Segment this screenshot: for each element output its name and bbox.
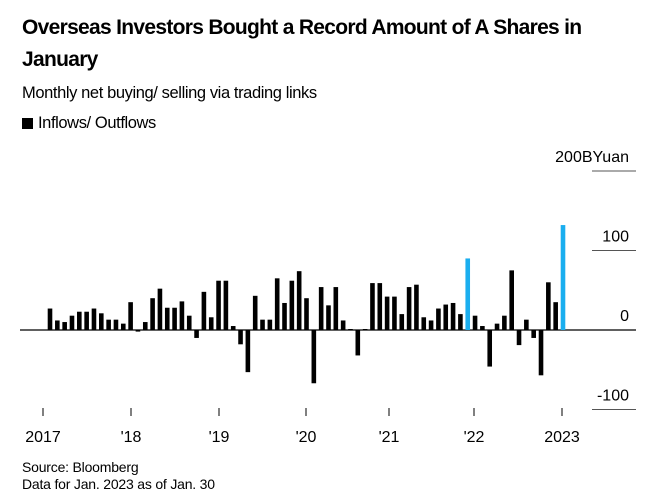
bar-2019-05	[238, 330, 243, 345]
bar-2017-08	[84, 311, 89, 330]
bar-2022-10	[538, 330, 544, 376]
bar-2022-01	[472, 315, 478, 330]
bar-2022-07	[516, 330, 522, 346]
bar-2019-01	[208, 317, 214, 330]
bar-2020-11	[370, 283, 375, 330]
bar-2021-10	[450, 302, 456, 330]
legend-swatch	[22, 118, 33, 129]
y-tick-label: 0	[620, 308, 629, 325]
bar-2017-04	[55, 320, 60, 330]
bar-2018-06	[157, 288, 163, 330]
bar-2019-07	[252, 295, 258, 330]
bar-2022-09	[531, 330, 536, 338]
bar-2017-09	[91, 308, 97, 330]
bar-2021-07	[428, 320, 434, 330]
bar-2022-06	[509, 270, 514, 330]
bar-2017-05	[62, 322, 67, 330]
bar-2020-10	[362, 329, 368, 330]
bar-2017-07	[77, 311, 82, 330]
bar-2017-10	[99, 313, 104, 330]
bar-2018-01	[120, 323, 126, 330]
bar-2021-05	[414, 284, 419, 330]
bar-2018-05	[150, 298, 155, 330]
bar-2021-02	[392, 296, 397, 330]
gridlines	[20, 170, 636, 410]
x-tick-label: '22	[464, 429, 485, 446]
bar-2018-07	[164, 307, 170, 330]
bar-2019-09	[267, 319, 273, 330]
source-note: Source: Bloomberg Data for Jan. 2023 as …	[22, 459, 215, 493]
bar-2017-12	[113, 319, 119, 330]
bar-2020-06	[333, 287, 339, 330]
x-tick-label: 2017	[25, 429, 61, 446]
bar-2022-05	[502, 315, 507, 330]
bar-2022-03	[487, 330, 493, 367]
bar-2020-09	[355, 330, 361, 356]
y-tick-label: 200BYuan	[555, 149, 629, 166]
bar-2020-07	[340, 320, 346, 330]
bar-2017-03	[47, 308, 53, 330]
bar-2019-06	[245, 330, 251, 373]
data-note: Data for Jan. 2023 as of Jan. 30	[22, 476, 215, 492]
legend-label: Inflows/ Outflows	[38, 114, 156, 132]
bar-2020-01	[296, 271, 302, 330]
bar-2019-04	[230, 326, 236, 330]
bar-2019-10	[274, 278, 280, 330]
bar-2018-08	[172, 307, 177, 330]
legend: Inflows/ Outflows	[22, 114, 156, 133]
bar-2021-06	[421, 317, 427, 330]
chart-title: Overseas Investors Bought a Record Amoun…	[22, 16, 582, 71]
bar-2018-03	[135, 330, 141, 332]
bar-2021-12	[465, 258, 471, 330]
bar-2022-12	[553, 302, 558, 330]
bar-2021-04	[406, 287, 412, 330]
bar-2020-12	[377, 283, 383, 330]
chart-subtitle: Monthly net buying/ selling via trading …	[22, 84, 317, 102]
bar-2020-03	[311, 330, 317, 384]
x-tick-label: '18	[121, 429, 142, 446]
x-tick-label: '21	[379, 429, 400, 446]
bar-2017-11	[106, 319, 111, 330]
bar-2023-01	[560, 225, 566, 330]
bar-2020-04	[318, 287, 324, 330]
bar-2018-04	[142, 322, 148, 330]
x-tick-label: 2023	[544, 429, 580, 446]
bars	[47, 225, 566, 384]
x-tick-label: '20	[296, 429, 317, 446]
bar-2021-01	[384, 296, 390, 330]
bar-2020-02	[304, 298, 309, 330]
bar-2021-08	[436, 308, 441, 330]
bar-2022-11	[546, 282, 551, 330]
bar-2022-02	[480, 326, 485, 330]
bar-2020-05	[326, 305, 331, 330]
bar-2018-12	[201, 291, 207, 330]
bar-2019-03	[223, 280, 229, 330]
bar-2019-08	[260, 319, 265, 330]
x-axis: 2017 '18 '19 '20 '21 '22 2023	[25, 408, 580, 446]
bar-2022-08	[524, 319, 529, 330]
bar-2022-04	[494, 323, 500, 330]
y-axis: -100 0 100 200BYuan	[555, 149, 629, 405]
bar-2019-11	[282, 302, 287, 330]
bar-2017-06	[69, 315, 75, 330]
bar-2021-03	[399, 314, 405, 330]
y-tick-label: 100	[602, 229, 629, 246]
bar-2018-10	[186, 315, 192, 330]
bar-2018-02	[128, 302, 133, 330]
source-text: Source: Bloomberg	[22, 459, 139, 475]
x-tick-label: '19	[209, 429, 230, 446]
bar-2021-11	[458, 314, 463, 330]
bar-2021-09	[443, 304, 449, 330]
bar-2019-02	[216, 280, 221, 330]
bar-2020-08	[348, 329, 353, 330]
y-tick-label: -100	[597, 388, 629, 405]
bar-2018-11	[194, 330, 199, 338]
bar-2019-12	[289, 280, 295, 330]
bar-2018-09	[179, 301, 185, 330]
